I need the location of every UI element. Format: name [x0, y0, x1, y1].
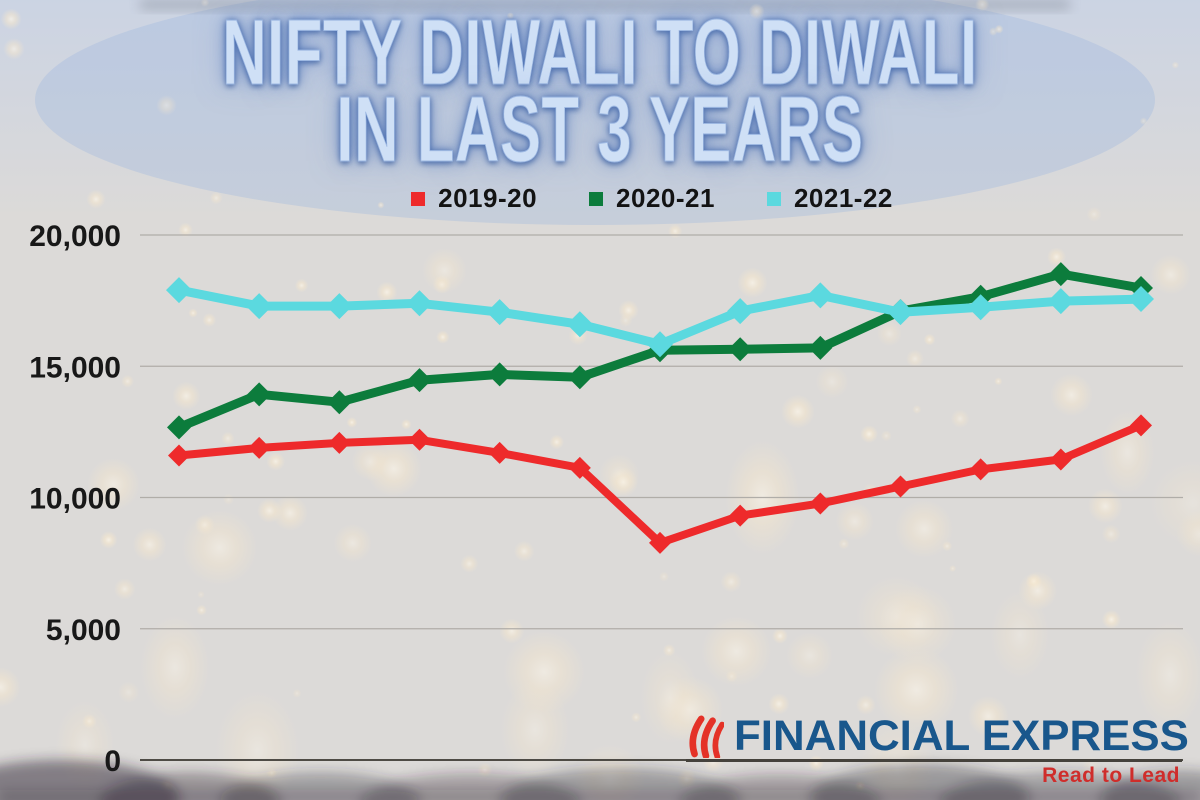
data-point-2019-20-3 — [328, 431, 351, 454]
legend-swatch-2021-22-icon — [766, 191, 781, 206]
data-point-2019-20-6 — [568, 456, 591, 479]
data-point-2020-21-9 — [808, 335, 833, 360]
financial-express-flame-icon — [689, 715, 724, 758]
data-point-2021-22-4 — [406, 290, 433, 317]
chart-legend: 2019-20 2020-21 2021-22 — [52, 183, 1200, 214]
data-point-2019-20-11 — [969, 458, 992, 481]
financial-express-logo: FINANCIAL EXPRESS Read to Lead — [686, 710, 1189, 790]
legend-label-2020-21: 2020-21 — [616, 183, 715, 213]
y-tick-label-5000: 5,000 — [46, 614, 121, 647]
legend-label-2021-22: 2021-22 — [793, 183, 893, 213]
data-point-2021-22-8 — [727, 298, 754, 325]
y-tick-label-20000: 20,000 — [29, 220, 121, 253]
chart-title: NIFTY DIWALI TO DIWALI IN LAST 3 YEARS — [204, 0, 996, 181]
data-point-2019-20-10 — [889, 475, 912, 498]
series-line-2019-20 — [175, 421, 1145, 547]
data-point-2020-21-8 — [728, 337, 753, 362]
financial-express-wordmark: FINANCIAL EXPRESS — [734, 712, 1189, 760]
data-point-2021-22-13 — [1128, 286, 1154, 313]
data-point-2019-20-9 — [809, 492, 832, 515]
data-point-2020-21-3 — [327, 390, 352, 415]
legend-label-2019-20: 2019-20 — [438, 183, 538, 213]
data-point-2021-22-9 — [807, 282, 834, 309]
data-point-2021-22-6 — [566, 311, 593, 338]
y-tick-label-0: 0 — [104, 745, 121, 778]
data-point-2020-21-4 — [407, 368, 432, 393]
y-tick-label-15000: 15,000 — [29, 351, 121, 384]
data-point-2019-20-1 — [168, 444, 190, 467]
logo-underline — [686, 759, 1182, 762]
data-point-2021-22-12 — [1047, 288, 1074, 315]
logo-tagline: Read to Lead — [1042, 764, 1180, 787]
data-point-2021-22-3 — [326, 293, 353, 320]
data-point-2020-21-1 — [167, 415, 191, 440]
data-point-2020-21-12 — [1048, 262, 1073, 287]
legend-swatch-2019-20-icon — [411, 191, 426, 206]
data-point-2019-20-12 — [1049, 448, 1072, 471]
data-point-2019-20-7 — [649, 531, 671, 554]
data-point-2021-22-7 — [647, 331, 673, 358]
data-point-2019-20-4 — [408, 428, 431, 451]
data-point-2019-20-2 — [248, 436, 271, 459]
data-point-2020-21-6 — [567, 365, 592, 390]
legend-item-2020-21: 2020-21 — [589, 183, 715, 214]
data-point-2021-22-11 — [967, 294, 994, 321]
data-point-2021-22-2 — [246, 293, 273, 320]
data-point-2019-20-8 — [729, 504, 752, 527]
data-point-2021-22-5 — [486, 299, 513, 326]
y-tick-label-10000: 10,000 — [29, 483, 121, 516]
legend-swatch-2020-21-icon — [589, 191, 604, 206]
chart-title-line-1: NIFTY DIWALI TO DIWALI — [222, 0, 978, 104]
data-point-2021-22-10 — [887, 299, 914, 326]
chart-title-line-2: IN LAST 3 YEARS — [336, 77, 864, 181]
data-point-2020-21-5 — [487, 362, 512, 387]
data-point-2019-20-5 — [488, 441, 511, 464]
legend-item-2021-22: 2021-22 — [766, 183, 893, 214]
data-point-2019-20-13 — [1130, 414, 1152, 437]
legend-item-2019-20: 2019-20 — [411, 183, 537, 214]
data-point-2021-22-1 — [166, 277, 192, 304]
data-point-2020-21-2 — [247, 382, 272, 407]
